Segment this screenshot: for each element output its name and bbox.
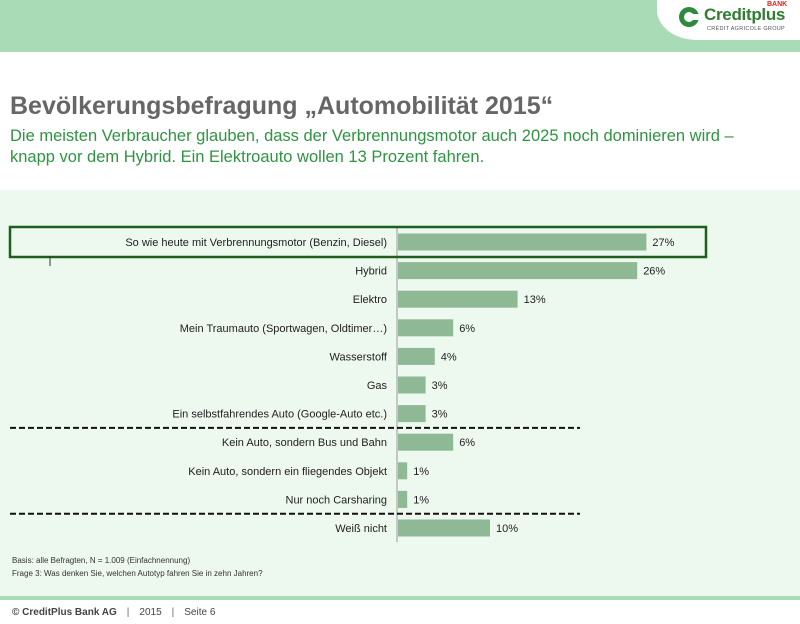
logo-text: Creditplus [704,5,786,24]
bar-chart: So wie heute mit Verbrennungsmotor (Benz… [8,225,708,542]
value-label: 26% [643,266,665,278]
footer-copyright: © CreditPlus Bank AG [12,607,117,618]
bar [398,490,408,508]
value-label: 6% [459,323,475,335]
value-label: 6% [459,437,475,449]
category-label: Gas [367,380,388,392]
value-label: 13% [524,294,546,306]
page-subtitle: Die meisten Verbraucher glauben, dass de… [10,127,734,166]
category-label: Ein selbstfahrendes Auto (Google-Auto et… [172,409,387,421]
footer-page: Seite 6 [184,607,216,618]
value-label: 1% [413,494,429,506]
category-label: Nur noch Carsharing [286,494,388,506]
category-label: Kein Auto, sondern Bus und Bahn [222,437,387,449]
page-title: Bevölkerungsbefragung „Automobilität 201… [10,92,554,120]
bar [398,347,435,365]
bar [398,462,408,480]
highlight-box [8,225,708,259]
value-label: 27% [652,237,674,249]
category-label: So wie heute mit Verbrennungsmotor (Benz… [125,237,387,249]
bar [398,290,518,308]
bar [398,433,454,451]
category-label: Kein Auto, sondern ein fliegendes Objekt [188,466,387,478]
bar [398,405,426,423]
footer-separator: | [126,607,130,618]
bar [398,319,454,337]
category-label: Wasserstoff [330,351,388,363]
category-label: Elektro [353,294,387,306]
category-label: Hybrid [355,266,387,278]
value-label: 10% [496,523,518,535]
bar [398,233,647,251]
value-label: 3% [432,380,448,392]
bar [398,376,426,394]
footer-divider [0,596,800,600]
category-label: Weiß nicht [335,523,387,535]
bar [398,262,638,280]
footer-separator: | [171,607,175,618]
value-label: 1% [413,466,429,478]
value-label: 3% [432,409,448,421]
footer: © CreditPlus Bank AG | 2015 | Seite 6 [12,607,215,618]
chart-panel: So wie heute mit Verbrennungsmotor (Benz… [0,190,800,596]
value-label: 4% [441,351,457,363]
category-label: Mein Traumauto (Sportwagen, Oldtimer…) [180,323,387,335]
footnote-basis: Basis: alle Befragten, N = 1.009 (Einfac… [12,556,191,565]
logo-mark-inner [684,12,694,22]
footer-year: 2015 [139,607,162,618]
logo-mark-cut [691,14,701,20]
footnote-question: Frage 3: Was denken Sie, welchen Autotyp… [12,569,263,578]
logo-tagline: CRÉDIT AGRICOLE GROUP [707,26,786,32]
bar [398,519,490,537]
logo-badge: BANK [767,1,788,8]
